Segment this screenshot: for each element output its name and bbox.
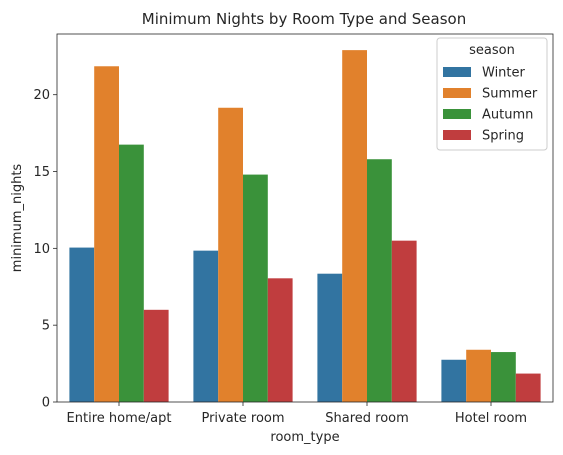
- x-axis-ticks: Entire home/apt Private room Shared room Ho…: [67, 402, 528, 426]
- x-tick-label-1: Private room: [201, 411, 284, 426]
- bar-autumn-1: [243, 175, 268, 402]
- bar-spring-2: [392, 241, 417, 402]
- bar-winter-1: [193, 251, 218, 402]
- bar-winter-0: [69, 248, 94, 402]
- x-tick-label-0: Entire home/apt: [67, 411, 172, 426]
- y-tick-label-4: 20: [33, 88, 50, 103]
- bar-summer-3: [466, 350, 491, 402]
- bar-summer-0: [94, 66, 119, 402]
- legend-label-autumn: Autumn: [482, 108, 533, 123]
- legend-label-summer: Summer: [482, 87, 538, 102]
- bar-autumn-0: [119, 145, 144, 402]
- bar-spring-0: [144, 310, 169, 402]
- bar-spring-1: [268, 278, 293, 402]
- chart-title: Minimum Nights by Room Type and Season: [142, 10, 466, 28]
- bar-spring-3: [516, 374, 541, 402]
- legend-label-winter: Winter: [482, 66, 526, 81]
- bar-winter-3: [441, 360, 466, 402]
- y-tick-label-3: 15: [33, 165, 50, 180]
- y-tick-label-1: 5: [42, 319, 50, 334]
- legend-swatch-spring: [443, 130, 471, 140]
- legend-swatch-summer: [443, 88, 471, 98]
- bar-autumn-3: [491, 352, 516, 402]
- legend-label-spring: Spring: [482, 129, 524, 144]
- legend: season Winter Summer Autumn Spring: [437, 38, 547, 150]
- bar-winter-2: [317, 274, 342, 402]
- y-axis-ticks: 0 5 10 15 20: [33, 88, 57, 410]
- y-axis-label: minimum_nights: [10, 164, 25, 273]
- legend-title: season: [469, 43, 515, 58]
- legend-swatch-winter: [443, 67, 471, 77]
- x-axis-label: room_type: [270, 430, 339, 445]
- legend-swatch-autumn: [443, 109, 471, 119]
- x-tick-label-2: Shared room: [325, 411, 409, 426]
- bar-summer-1: [218, 108, 243, 402]
- bar-summer-2: [342, 50, 367, 402]
- x-tick-label-3: Hotel room: [455, 411, 527, 426]
- y-tick-label-0: 0: [42, 396, 50, 411]
- y-tick-label-2: 10: [33, 242, 50, 257]
- bar-autumn-2: [367, 159, 392, 402]
